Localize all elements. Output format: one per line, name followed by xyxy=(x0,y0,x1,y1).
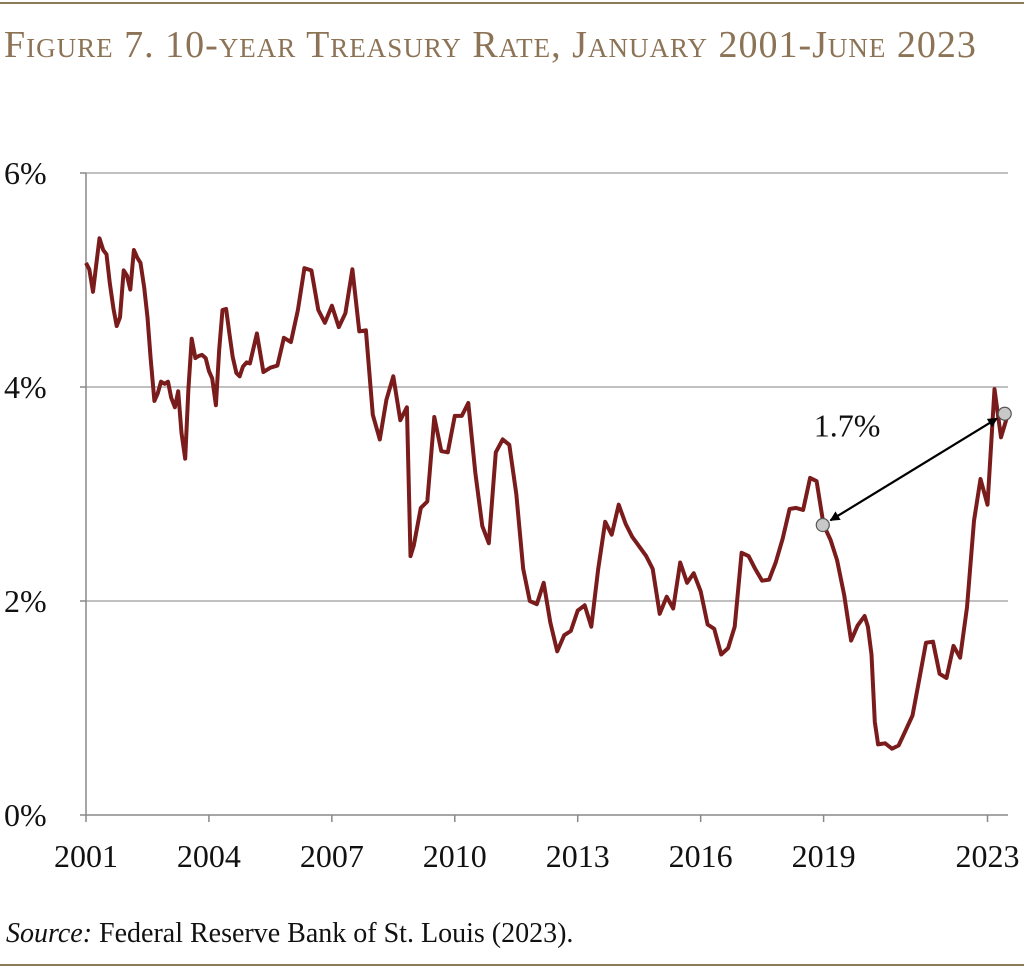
top-rule xyxy=(0,2,1024,4)
source-note: Source: Federal Reserve Bank of St. Loui… xyxy=(6,918,573,950)
x-tick-label: 2004 xyxy=(177,838,241,874)
y-tick-label: 4% xyxy=(4,369,47,405)
bottom-rule xyxy=(0,964,1024,966)
gridlines xyxy=(86,172,1008,602)
annotation-label: 1.7% xyxy=(814,407,881,443)
y-tick-label: 6% xyxy=(4,155,47,191)
x-tick-label: 2023 xyxy=(956,838,1020,874)
x-tick-label: 2013 xyxy=(546,838,610,874)
line-chart: 0% 2% 4% 6% 2001 2004 2007 2010 2013 2016 2019 202… xyxy=(4,155,1020,874)
source-label: Source: xyxy=(6,918,93,949)
y-tick-label: 0% xyxy=(4,797,47,833)
annotation-marker-end xyxy=(997,406,1012,421)
annotation-spread: 1.7% xyxy=(814,406,1012,533)
y-tick-label: 2% xyxy=(4,583,47,619)
x-axis-ticks: 2001 2004 2007 2010 2013 2016 2019 2023 xyxy=(54,815,1020,874)
x-tick-label: 2007 xyxy=(300,838,364,874)
annotation-arrow xyxy=(829,417,998,522)
y-axis-ticks: 0% 2% 4% 6% xyxy=(4,155,86,833)
x-tick-label: 2019 xyxy=(792,838,856,874)
x-tick-label: 2010 xyxy=(423,838,487,874)
x-tick-label: 2016 xyxy=(669,838,733,874)
figure-title: Figure 7. 10-year Treasury Rate, January… xyxy=(4,24,977,66)
source-text: Federal Reserve Bank of St. Louis (2023)… xyxy=(92,918,574,949)
x-tick-label: 2001 xyxy=(54,838,118,874)
series-line-10yr-treasury xyxy=(84,236,1010,751)
annotation-marker-start xyxy=(815,517,830,533)
